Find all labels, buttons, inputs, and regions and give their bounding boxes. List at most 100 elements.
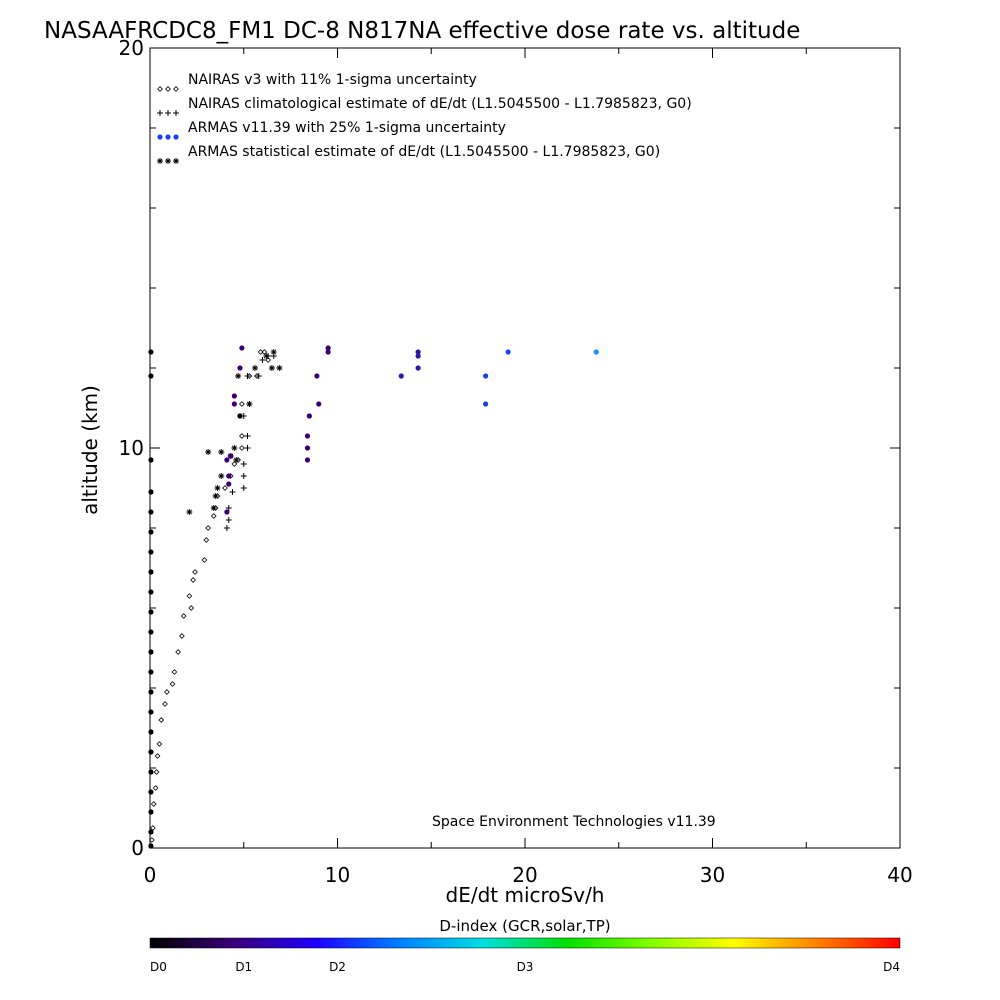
armas-point xyxy=(483,373,489,379)
nairas-clim-point xyxy=(225,505,232,511)
armas-stat-point xyxy=(218,473,225,479)
nairas-point xyxy=(265,357,271,363)
armas-point xyxy=(148,373,154,379)
legend-symbol xyxy=(165,158,171,164)
nairas-point xyxy=(152,785,159,791)
nairas-point xyxy=(190,577,196,583)
armas-point xyxy=(415,353,421,359)
legend-symbol xyxy=(165,86,171,92)
armas-stat-point xyxy=(276,365,283,371)
axis-tick-labels: 0 10 20 30 40 0 10 20 xyxy=(119,36,913,887)
nairas-point xyxy=(169,681,176,687)
nairas-point xyxy=(150,801,157,807)
nairas-point xyxy=(210,513,217,519)
armas-point xyxy=(148,749,154,755)
armas-point xyxy=(148,729,154,735)
x-tick-label: 10 xyxy=(325,863,350,887)
nairas-point xyxy=(164,689,170,695)
armas-point xyxy=(224,509,230,515)
armas-point xyxy=(148,843,154,849)
nairas-point xyxy=(239,401,245,407)
nairas-clim-point xyxy=(244,445,251,451)
armas-point xyxy=(148,709,154,715)
legend-symbol xyxy=(173,158,179,164)
armas-point xyxy=(148,689,154,695)
armas-point xyxy=(148,769,154,775)
nairas-point xyxy=(180,613,187,619)
nairas-point xyxy=(201,557,208,563)
armas-point xyxy=(148,349,154,355)
nairas-point xyxy=(154,753,161,759)
y-tick-label: 0 xyxy=(131,836,144,860)
nairas-point xyxy=(188,605,195,611)
axis-ticks xyxy=(149,47,901,849)
x-tick-label: 20 xyxy=(512,863,537,887)
armas-point xyxy=(148,489,154,495)
nairas-clim-point xyxy=(240,485,247,491)
armas-stat-point xyxy=(212,493,219,499)
armas-point xyxy=(148,629,154,635)
armas-point xyxy=(148,529,154,535)
y-tick-label: 10 xyxy=(119,436,144,460)
armas-point xyxy=(148,569,154,575)
armas-stat-point xyxy=(252,365,258,371)
y-tick-label: 20 xyxy=(119,36,144,60)
nairas-clim-point xyxy=(240,473,247,479)
nairas-point xyxy=(231,461,238,467)
x-tick-label: 40 xyxy=(887,863,912,887)
colorbar xyxy=(149,937,901,949)
armas-point xyxy=(304,445,311,451)
colorbar-label: D1 xyxy=(235,960,252,974)
armas-point xyxy=(148,829,154,835)
armas-point xyxy=(148,809,154,815)
armas-point xyxy=(231,393,237,399)
armas-point xyxy=(148,589,154,595)
legend-symbol xyxy=(173,134,179,140)
legend-symbol xyxy=(173,86,179,92)
armas-stat-point xyxy=(263,353,270,359)
nairas-point xyxy=(257,349,264,355)
armas-point xyxy=(483,401,489,407)
nairas-clim-point xyxy=(223,525,230,531)
armas-point xyxy=(231,401,237,407)
legend-label: NAIRAS climatological estimate of dE/dt … xyxy=(188,96,692,112)
nairas-clim-point xyxy=(240,461,247,467)
nairas-point xyxy=(158,717,165,723)
armas-point xyxy=(226,473,232,479)
armas-point xyxy=(148,609,154,615)
armas-stat-point xyxy=(210,505,217,511)
legend-symbol xyxy=(157,86,163,92)
y-axis-label: altitude (km) xyxy=(78,385,102,515)
armas-stat-point xyxy=(237,413,243,419)
armas-point xyxy=(224,457,230,463)
nairas-clim-point xyxy=(229,489,236,495)
plot-frame xyxy=(149,47,901,849)
armas-point xyxy=(304,457,311,463)
armas-point xyxy=(239,345,245,351)
nairas-point xyxy=(239,433,245,439)
armas-point xyxy=(228,453,234,459)
colorbar-labels: D0 D1 D2 D3 D4 xyxy=(150,960,900,974)
armas-point xyxy=(304,433,311,439)
armas-point xyxy=(148,509,154,515)
nairas-point xyxy=(149,837,155,843)
armas-stat-point xyxy=(205,449,212,455)
nairas-point xyxy=(203,537,210,543)
nairas-clim-point xyxy=(225,517,232,523)
armas-point xyxy=(226,481,232,487)
nairas-point xyxy=(156,741,163,747)
nairas-clim-point xyxy=(244,373,251,379)
data-points xyxy=(148,345,599,849)
legend-label: ARMAS statistical estimate of dE/dt (L1.… xyxy=(188,144,660,160)
armas-stat-point xyxy=(214,485,221,491)
nairas-point xyxy=(162,701,168,707)
nairas-point xyxy=(205,525,211,531)
chart-title: NASAAFRCDC8_FM1 DC-8 N817NA effective do… xyxy=(44,18,800,44)
nairas-clim-point xyxy=(244,433,251,439)
armas-point xyxy=(148,549,154,555)
x-tick-label: 0 xyxy=(144,863,157,887)
nairas-point xyxy=(186,593,193,599)
armas-point xyxy=(148,789,154,795)
armas-stat-point xyxy=(186,509,193,515)
